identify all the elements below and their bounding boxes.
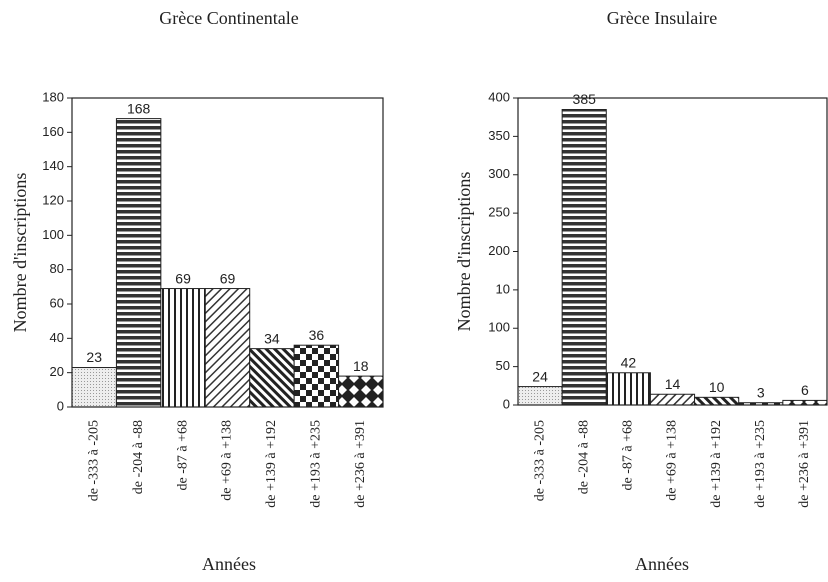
x-tick-label: de -204 à -88 bbox=[131, 420, 146, 494]
y-axis-label: Nombre d'inscriptions bbox=[10, 173, 30, 333]
y-tick-label: 200 bbox=[488, 243, 510, 258]
x-tick-label: de +139 à +192 bbox=[709, 420, 724, 508]
bar bbox=[782, 399, 828, 406]
y-tick-label: 100 bbox=[488, 320, 510, 335]
bar bbox=[649, 393, 696, 406]
x-tick-label: de -87 à +68 bbox=[175, 420, 190, 491]
value-label: 168 bbox=[127, 100, 151, 116]
value-label: 18 bbox=[353, 358, 369, 374]
x-tick-label: de +69 à +138 bbox=[220, 420, 235, 501]
bar bbox=[694, 396, 740, 406]
value-label: 3 bbox=[757, 384, 765, 400]
value-label: 14 bbox=[665, 376, 681, 392]
x-tick-label: de +236 à +391 bbox=[353, 420, 368, 508]
x-tick-label: de +69 à +138 bbox=[665, 420, 680, 501]
value-label: 42 bbox=[621, 354, 637, 370]
value-label: 24 bbox=[532, 368, 548, 384]
value-label: 36 bbox=[309, 327, 325, 343]
plot-frame bbox=[71, 97, 384, 408]
bar bbox=[561, 109, 607, 406]
value-label: 6 bbox=[801, 382, 809, 398]
bar bbox=[293, 344, 340, 408]
y-tick-label: 300 bbox=[488, 166, 510, 181]
value-label: 69 bbox=[175, 270, 191, 286]
value-label: 385 bbox=[573, 91, 597, 107]
x-tick-label: de -333 à -205 bbox=[532, 420, 547, 501]
x-tick-label: de -333 à -205 bbox=[86, 420, 101, 501]
y-tick-label: 180 bbox=[42, 89, 64, 104]
y-tick-label: 250 bbox=[488, 205, 510, 220]
y-tick-label: 0 bbox=[503, 396, 510, 411]
y-tick-label: 120 bbox=[42, 192, 64, 207]
value-label: 69 bbox=[220, 270, 236, 286]
x-tick-label: de +236 à +391 bbox=[797, 420, 812, 508]
y-axis-label: Nombre d'inscriptions bbox=[454, 172, 474, 332]
bar bbox=[204, 288, 251, 408]
value-label: 23 bbox=[86, 349, 102, 365]
bar bbox=[249, 348, 295, 408]
y-tick-label: 20 bbox=[50, 364, 64, 379]
x-tick-label: de -87 à +68 bbox=[621, 420, 636, 491]
y-tick-label: 40 bbox=[50, 330, 64, 345]
y-tick-label: 60 bbox=[50, 295, 64, 310]
y-tick-label: 140 bbox=[42, 158, 64, 173]
x-axis-label: Années bbox=[635, 554, 689, 574]
y-tick-label: 100 bbox=[42, 227, 64, 242]
x-tick-label: de +193 à +235 bbox=[753, 420, 768, 508]
chart-title: Grèce Insulaire bbox=[607, 8, 717, 28]
x-tick-label: de +139 à +192 bbox=[264, 420, 279, 508]
bar bbox=[338, 375, 384, 408]
y-tick-label: 80 bbox=[50, 261, 64, 276]
bar bbox=[517, 386, 563, 406]
chart-title: Grèce Continentale bbox=[159, 8, 298, 28]
y-tick-label: 50 bbox=[496, 358, 510, 373]
x-tick-label: de -204 à -88 bbox=[576, 420, 591, 494]
y-tick-label: 0 bbox=[57, 398, 64, 413]
y-tick-label: 400 bbox=[488, 89, 510, 104]
x-tick-label: de +193 à +235 bbox=[309, 420, 324, 508]
bar bbox=[605, 372, 651, 406]
bar bbox=[71, 367, 117, 408]
y-tick-label: 160 bbox=[42, 124, 64, 139]
x-axis-label: Années bbox=[202, 554, 256, 574]
bar bbox=[160, 288, 206, 408]
bar bbox=[115, 118, 162, 408]
y-tick-label: 350 bbox=[488, 128, 510, 143]
value-label: 34 bbox=[264, 330, 280, 346]
plot-frame bbox=[517, 97, 828, 406]
y-tick-label: 10 bbox=[496, 281, 510, 296]
value-label: 10 bbox=[709, 379, 725, 395]
